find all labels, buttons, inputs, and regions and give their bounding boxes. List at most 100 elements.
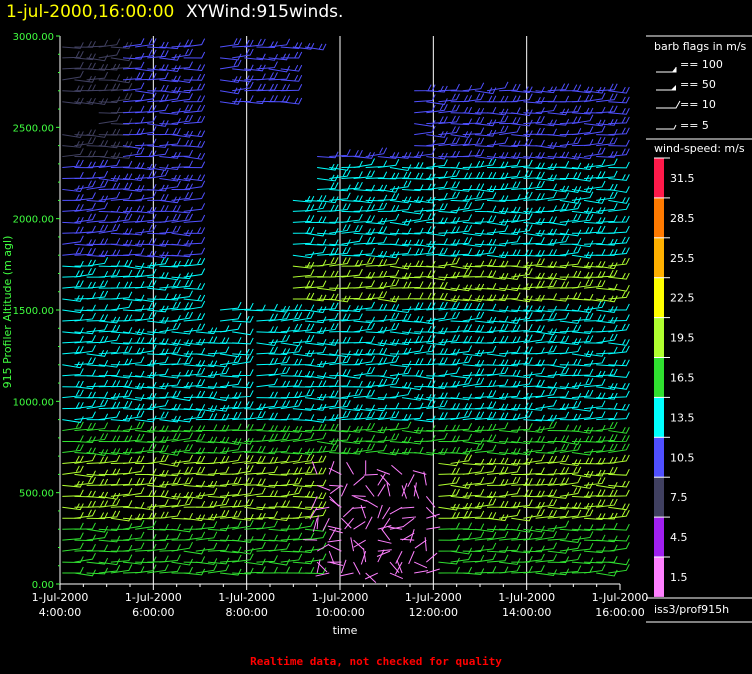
wind-barb — [462, 502, 485, 509]
wind-barb — [523, 414, 545, 422]
wind-barb — [147, 72, 169, 81]
wind-barb — [608, 215, 630, 223]
wind-barb — [62, 327, 84, 335]
wind-barb — [486, 251, 509, 259]
wind-barb — [62, 389, 84, 399]
wind-barb — [244, 445, 266, 453]
wind-barb — [511, 268, 533, 278]
wind-barb — [62, 465, 84, 475]
wind-barb — [389, 506, 403, 515]
wind-barb — [232, 547, 254, 555]
wind-barb — [559, 565, 582, 574]
wind-barb — [499, 509, 521, 519]
wind-barb — [559, 270, 582, 278]
colorbar-label: 28.5 — [670, 212, 695, 225]
wind-barb — [499, 305, 521, 313]
wind-barb — [499, 487, 521, 497]
wind-barb — [547, 532, 570, 541]
wind-barb — [486, 115, 509, 125]
wind-barb — [426, 104, 448, 114]
wind-barb — [486, 479, 509, 486]
wind-barb — [122, 185, 145, 192]
wind-barb — [86, 290, 109, 300]
wind-barb — [329, 257, 351, 267]
wind-barb — [122, 194, 145, 202]
wind-barb — [608, 291, 630, 300]
wind-barb — [608, 359, 630, 367]
wind-barb — [571, 411, 594, 421]
wind-barb — [462, 437, 485, 445]
wind-barb — [122, 313, 145, 322]
wind-barb — [183, 492, 206, 499]
wind-barb — [535, 345, 557, 355]
wind-barb — [438, 126, 460, 136]
wind-barb — [244, 541, 266, 552]
wind-barb — [584, 350, 606, 357]
wind-barb — [317, 423, 339, 432]
wind-barb — [535, 305, 557, 313]
wind-barb — [135, 381, 157, 389]
wind-barb — [86, 370, 109, 378]
wind-barb — [62, 512, 84, 519]
wind-barb — [365, 444, 388, 453]
wind-barb — [220, 546, 242, 554]
wind-barb — [584, 136, 606, 147]
wind-barb — [346, 462, 354, 475]
wind-barb — [353, 355, 375, 366]
wind-barb — [268, 558, 291, 566]
wind-barb — [183, 51, 206, 59]
wind-barb — [474, 303, 497, 311]
wind-barb — [74, 312, 96, 322]
wind-barb — [171, 454, 193, 464]
wind-barb — [159, 532, 181, 541]
wind-barb — [135, 87, 157, 95]
wind-barb — [583, 92, 606, 103]
wind-barb — [365, 147, 388, 158]
wind-barb — [389, 306, 412, 313]
wind-barb — [122, 477, 145, 486]
wind-barb — [329, 164, 351, 171]
wind-barb — [280, 454, 303, 464]
wind-barb — [523, 258, 545, 267]
wind-barb — [62, 97, 84, 105]
wind-barb — [280, 84, 303, 92]
wind-barb — [414, 226, 436, 234]
wind-barb — [499, 181, 521, 190]
wind-barb — [426, 159, 448, 169]
wind-barb — [353, 443, 375, 453]
wind-barb — [280, 522, 303, 530]
wind-barb — [571, 509, 594, 519]
wind-barb — [147, 257, 169, 267]
wind-barb — [547, 361, 570, 369]
wind-barb — [474, 129, 497, 137]
wind-barb — [388, 526, 403, 530]
wind-barb — [135, 443, 157, 453]
wind-barb — [244, 566, 266, 574]
wind-barb — [511, 152, 533, 159]
wind-barb — [183, 404, 206, 411]
wind-barb — [353, 236, 375, 245]
wind-barb — [147, 128, 169, 136]
wind-barb — [402, 184, 424, 192]
wind-barb — [438, 467, 460, 475]
wind-barb — [608, 412, 630, 421]
wind-barb — [135, 302, 157, 311]
wind-barb — [559, 304, 582, 312]
wind-barb — [596, 306, 618, 313]
wind-barb — [304, 455, 327, 464]
wind-barb — [62, 335, 84, 344]
wind-barb — [438, 476, 460, 486]
wind-barb — [414, 570, 429, 574]
wind-barb — [450, 532, 473, 541]
wind-barb — [171, 206, 193, 214]
wind-barb — [110, 478, 133, 486]
wind-barb — [171, 183, 193, 191]
wind-barb — [559, 324, 582, 333]
wind-barb — [414, 302, 436, 311]
wind-barb — [280, 391, 303, 399]
barb-legend-label-100: == 100 — [680, 58, 723, 71]
wind-barb — [535, 104, 557, 114]
wind-barb — [341, 268, 363, 278]
wind-barb — [341, 224, 363, 234]
wind-barb — [353, 366, 375, 377]
